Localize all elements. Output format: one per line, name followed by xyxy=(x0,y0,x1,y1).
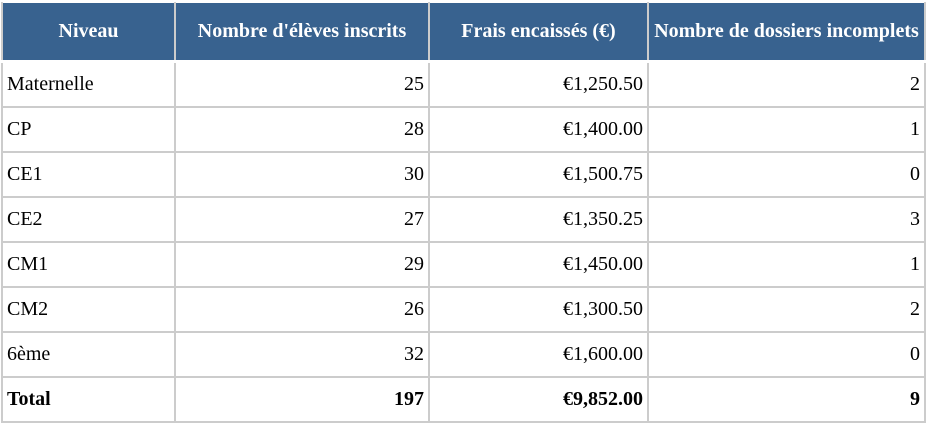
cell-frais: €1,250.50 xyxy=(428,60,649,108)
cell-total-dossiers: 9 xyxy=(647,376,926,423)
header-row: Niveau Nombre d'élèves inscrits Frais en… xyxy=(1,2,926,63)
cell-dossiers: 2 xyxy=(647,60,926,108)
column-header-frais-encaisses: Frais encaissés (€) xyxy=(428,2,649,63)
cell-niveau: Maternelle xyxy=(1,60,176,108)
cell-dossiers: 1 xyxy=(647,241,926,288)
cell-total-eleves: 197 xyxy=(174,376,430,423)
cell-niveau: CP xyxy=(1,106,176,153)
table-row-6eme: 6ème 32 €1,600.00 0 xyxy=(1,331,926,378)
column-header-dossiers-incomplets: Nombre de dossiers incomplets xyxy=(647,2,926,63)
cell-frais: €1,350.25 xyxy=(428,196,649,243)
cell-dossiers: 0 xyxy=(647,331,926,378)
cell-eleves: 26 xyxy=(174,286,430,333)
cell-niveau: CE2 xyxy=(1,196,176,243)
cell-dossiers: 1 xyxy=(647,106,926,153)
cell-eleves: 25 xyxy=(174,60,430,108)
cell-eleves: 27 xyxy=(174,196,430,243)
column-header-eleves-inscrits: Nombre d'élèves inscrits xyxy=(174,2,430,63)
cell-frais: €1,500.75 xyxy=(428,151,649,198)
table-row-cm1: CM1 29 €1,450.00 1 xyxy=(1,241,926,288)
cell-dossiers: 0 xyxy=(647,151,926,198)
table-row-ce1: CE1 30 €1,500.75 0 xyxy=(1,151,926,198)
cell-frais: €1,400.00 xyxy=(428,106,649,153)
cell-frais: €1,600.00 xyxy=(428,331,649,378)
cell-niveau: CM1 xyxy=(1,241,176,288)
cell-frais: €1,450.00 xyxy=(428,241,649,288)
column-header-niveau: Niveau xyxy=(1,2,176,63)
cell-eleves: 28 xyxy=(174,106,430,153)
cell-total-label: Total xyxy=(1,376,176,423)
cell-eleves: 32 xyxy=(174,331,430,378)
cell-dossiers: 2 xyxy=(647,286,926,333)
cell-total-frais: €9,852.00 xyxy=(428,376,649,423)
cell-niveau: 6ème xyxy=(1,331,176,378)
table-row-ce2: CE2 27 €1,350.25 3 xyxy=(1,196,926,243)
cell-niveau: CE1 xyxy=(1,151,176,198)
cell-frais: €1,300.50 xyxy=(428,286,649,333)
table-row-cp: CP 28 €1,400.00 1 xyxy=(1,106,926,153)
table-row-cm2: CM2 26 €1,300.50 2 xyxy=(1,286,926,333)
cell-eleves: 30 xyxy=(174,151,430,198)
table-row-total: Total 197 €9,852.00 9 xyxy=(1,376,926,423)
cell-niveau: CM2 xyxy=(1,286,176,333)
table-row-maternelle: Maternelle 25 €1,250.50 2 xyxy=(1,60,926,108)
cell-eleves: 29 xyxy=(174,241,430,288)
cell-dossiers: 3 xyxy=(647,196,926,243)
